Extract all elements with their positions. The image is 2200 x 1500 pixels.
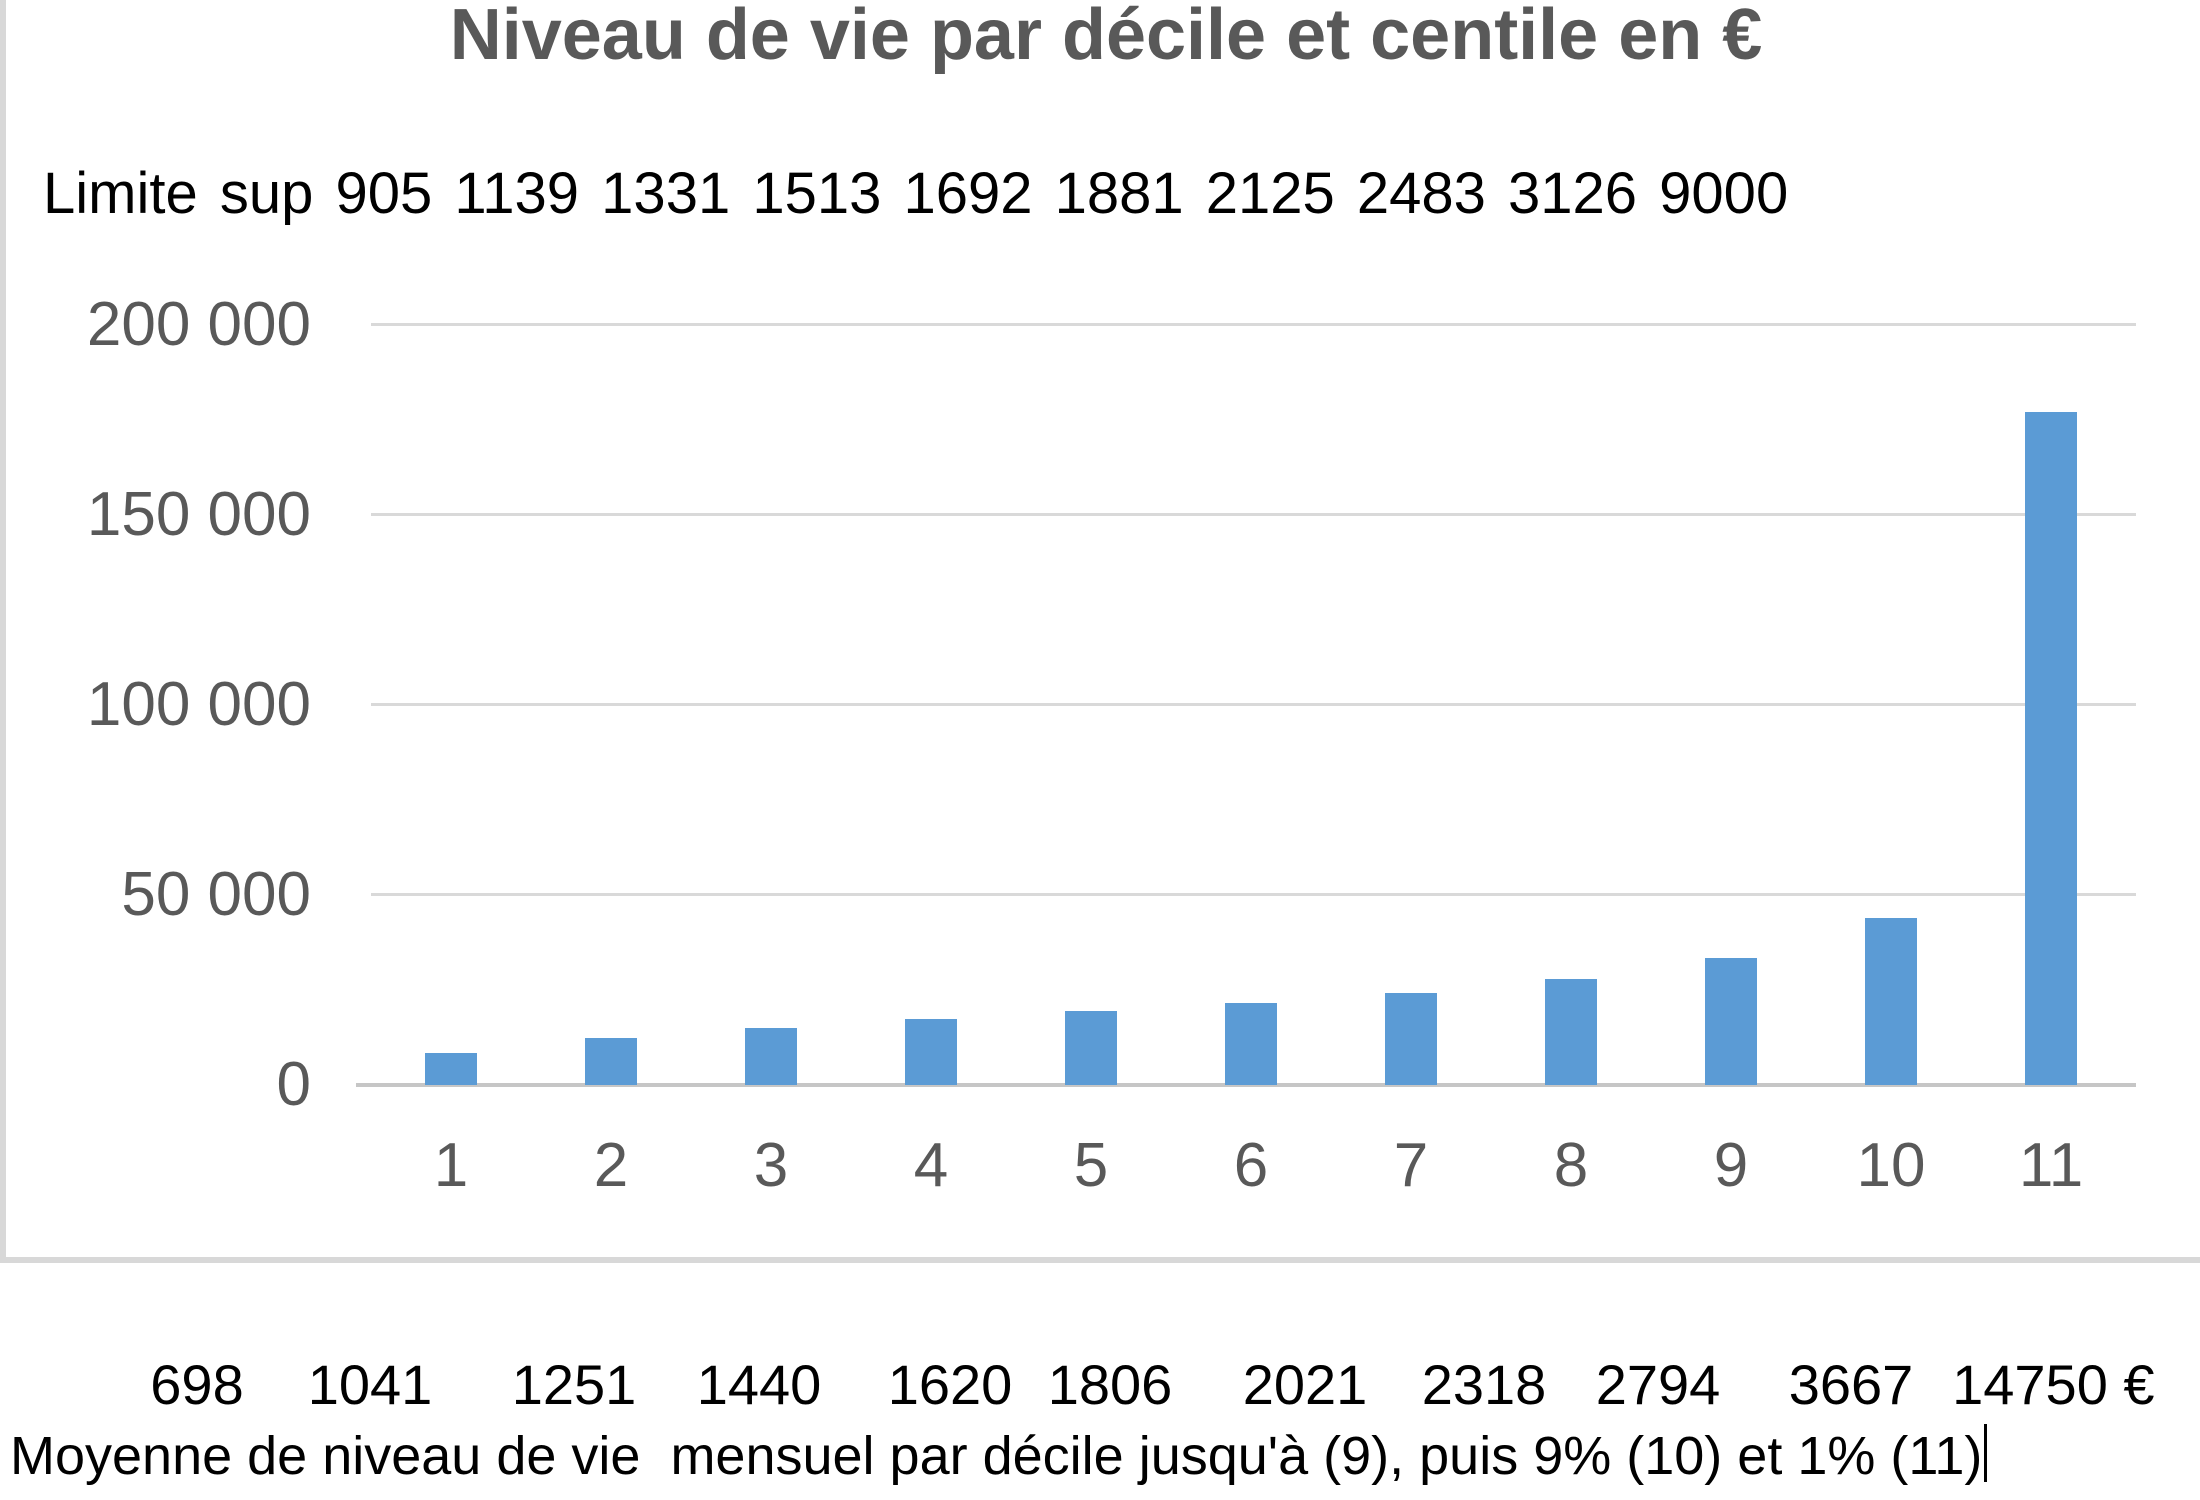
monthly-value: 14750 [1952, 1353, 2108, 1416]
bar [585, 1037, 637, 1085]
x-axis-label: 10 [1856, 1131, 1926, 1200]
monthly-value: 1440 [696, 1353, 822, 1416]
y-axis-label: 50 000 [121, 860, 311, 929]
y-axis-label: 150 000 [86, 480, 311, 549]
y-axis-label: 0 [276, 1050, 311, 1119]
monthly-value: 1251 [511, 1353, 637, 1416]
limite-sup-text: Limite sup 905 1139 1331 1513 1692 1881 … [43, 161, 1789, 226]
x-axis-label: 11 [2018, 1131, 2084, 1200]
bar [1705, 957, 1757, 1085]
x-axis-label: 7 [1393, 1131, 1429, 1200]
x-axis-line [356, 1083, 2136, 1087]
bar [1065, 1011, 1117, 1085]
monthly-value: 698 [150, 1353, 244, 1416]
y-gridline [371, 703, 2136, 706]
x-axis-label: 6 [1233, 1131, 1269, 1200]
x-axis-label: 3 [753, 1131, 789, 1200]
monthly-value: 1806 [1047, 1353, 1173, 1416]
caption-text: Moyenne de niveau de vie mensuel par déc… [10, 1426, 1983, 1486]
bar [1225, 1002, 1277, 1085]
monthly-value: 2021 [1242, 1353, 1368, 1416]
bar [905, 1019, 957, 1085]
monthly-value: 1041 [307, 1353, 433, 1416]
bar [1545, 979, 1597, 1085]
monthly-value: 3667 [1788, 1353, 1914, 1416]
monthly-value: 2318 [1421, 1353, 1547, 1416]
bar [425, 1053, 477, 1085]
chart-title: Niveau de vie par décile et centile en € [449, 0, 1763, 75]
euro-sign: € [2123, 1353, 2155, 1416]
y-gridline [371, 323, 2136, 326]
monthly-value: 1620 [887, 1353, 1013, 1416]
bar [745, 1027, 797, 1085]
y-axis-label: 200 000 [86, 290, 311, 359]
y-axis-label: 100 000 [86, 670, 311, 739]
x-axis-label: 8 [1553, 1131, 1589, 1200]
y-gridline [371, 513, 2136, 516]
x-axis-label: 2 [593, 1131, 629, 1200]
chart-object[interactable]: Niveau de vie par décile et centile en €… [0, 0, 2200, 1263]
x-axis-label: 4 [913, 1131, 949, 1200]
monthly-value: 2794 [1595, 1353, 1721, 1416]
caption-line[interactable]: Moyenne de niveau de vie mensuel par déc… [10, 1424, 2200, 1487]
bar [1865, 917, 1917, 1085]
bar [1385, 992, 1437, 1085]
y-gridline [371, 893, 2136, 896]
x-axis-label: 9 [1713, 1131, 1749, 1200]
x-axis-label: 5 [1073, 1131, 1109, 1200]
bar [2025, 412, 2077, 1085]
x-axis-label: 1 [433, 1131, 469, 1200]
text-cursor [1984, 1424, 1988, 1482]
